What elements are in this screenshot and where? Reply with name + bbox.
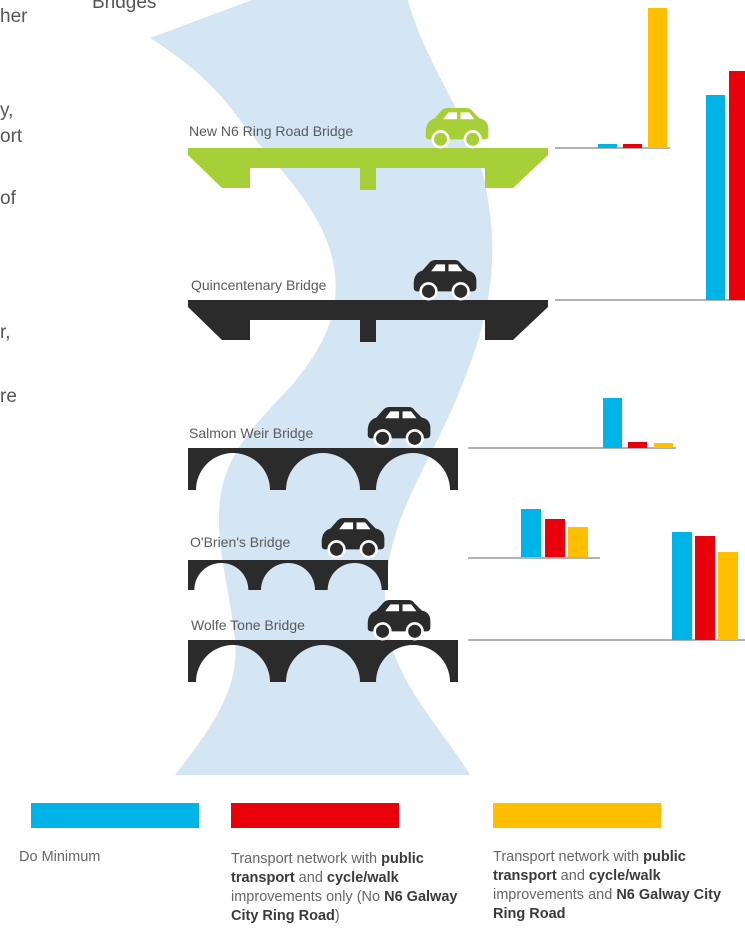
legend-swatch — [31, 803, 199, 828]
legend-emphasis: public transport — [493, 849, 686, 884]
bridge-label: Quincentenary Bridge — [191, 277, 327, 293]
bar — [648, 8, 667, 148]
partial-side-text-1: her — [0, 6, 28, 27]
legend-text-part: improvements only (No — [231, 889, 385, 905]
bridge-label: O'Brien's Bridge — [190, 534, 290, 550]
legend-entry: Transport network with public transport … — [493, 848, 723, 924]
bar — [568, 527, 588, 557]
bar — [654, 443, 673, 448]
legend-text-part: improvements and — [493, 887, 617, 903]
legend-emphasis: N6 Galway City Ring Road — [231, 889, 458, 924]
car-icon — [367, 407, 431, 448]
bar — [603, 398, 622, 448]
bar — [718, 552, 738, 640]
bridge-quincentenary — [188, 300, 548, 342]
bridge-label: Wolfe Tone Bridge — [191, 617, 305, 633]
car-icon — [367, 600, 431, 641]
bar — [706, 95, 725, 300]
legend-swatch — [493, 803, 661, 828]
legend-text-part: Transport network with — [231, 851, 382, 867]
legend-text-part: Transport network with — [493, 849, 644, 865]
legend-emphasis: public transport — [231, 851, 424, 886]
legend-emphasis: N6 Galway City Ring Road — [493, 887, 722, 922]
bar — [623, 144, 642, 148]
partial-side-text-3: ort — [0, 126, 23, 147]
partial-side-text-4: of — [0, 188, 16, 209]
bridge-new-n6-ring-road — [188, 148, 548, 190]
bar — [545, 519, 565, 557]
partial-side-text-2: y, — [0, 100, 14, 121]
partial-heading: Bridges — [92, 0, 157, 13]
legend-emphasis: cycle/walk — [326, 870, 399, 886]
bridge-label: New N6 Ring Road Bridge — [189, 123, 353, 139]
partial-side-text-6: re — [0, 386, 17, 407]
bar — [729, 71, 745, 300]
legend-entry: Transport network with public transport … — [231, 850, 461, 926]
bridge-chart: New N6 Ring Road Bridge Quincentenary Bri… — [150, 0, 745, 775]
bar — [521, 509, 541, 557]
legend-text-part: and — [294, 870, 327, 886]
legend-emphasis: cycle/walk — [588, 868, 661, 884]
bridge-salmon-weir — [188, 448, 458, 490]
car-icon-green — [425, 108, 489, 149]
bar — [672, 532, 692, 640]
bridge-label: Salmon Weir Bridge — [189, 425, 313, 441]
legend-text-part: Do Minimum — [19, 849, 101, 865]
bar — [695, 536, 715, 640]
car-icon — [413, 260, 477, 301]
legend-text-part: and — [556, 868, 589, 884]
bar — [598, 144, 617, 148]
bar — [628, 442, 647, 448]
bridge-obriens — [188, 560, 388, 590]
car-icon — [321, 518, 385, 559]
legend-entry: Do Minimum — [19, 848, 209, 867]
partial-side-text-5: r, — [0, 322, 11, 343]
river-shape — [150, 0, 493, 775]
legend-swatch — [231, 803, 399, 828]
bridge-wolfe-tone — [188, 640, 458, 682]
legend-text-part: ) — [334, 908, 340, 924]
